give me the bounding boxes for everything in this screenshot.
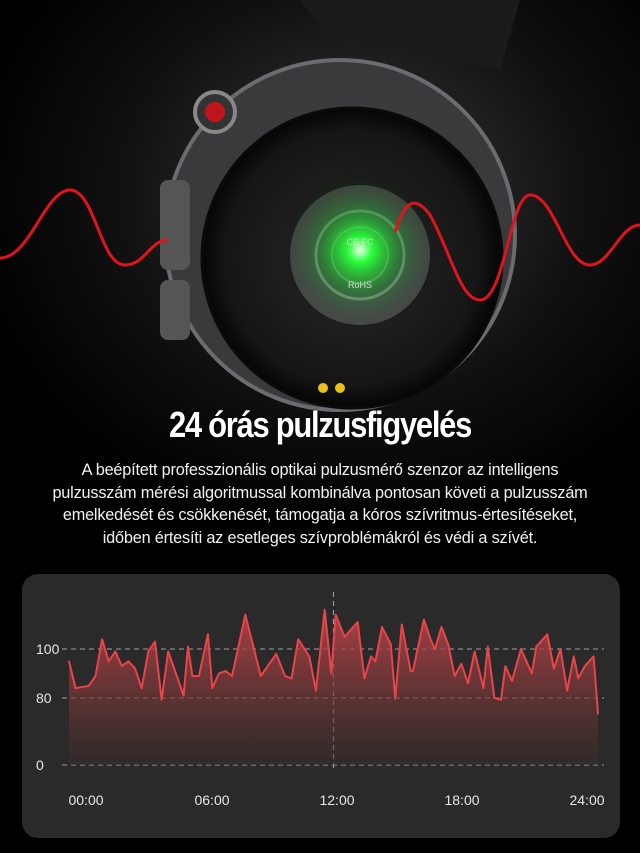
data-point [323,609,326,611]
y-tick-label: 80 [36,690,52,706]
data-point [259,675,262,677]
y-tick-label: 100 [36,641,60,657]
description: A beépített professzionális optikai pulz… [20,459,620,549]
data-point [473,650,476,653]
data-point [88,684,90,687]
data-point [218,672,220,675]
data-point [68,660,70,663]
data-point [231,675,233,677]
data-point [520,648,522,650]
data-point [592,655,595,658]
heart-rate-area [69,609,598,765]
data-point [127,660,130,663]
svg-text:RoHS: RoHS [348,280,372,290]
description-line: pulzusszám mérési algoritmussal kombinál… [52,483,588,502]
data-point [504,665,507,667]
data-point [500,698,502,701]
heartbeat-wave-right [393,193,640,302]
data-point [390,643,392,645]
x-tick-label: 00:00 [68,792,104,808]
data-point [394,698,397,700]
data-point [511,680,513,682]
data-point [191,675,194,677]
data-point [482,687,485,689]
data-point [583,665,586,667]
data-point [101,638,103,640]
data-point [94,675,97,677]
data-point [535,645,538,648]
x-tick-label: 12:00 [319,792,355,808]
data-point [531,672,533,675]
data-point [553,667,555,670]
data-point [546,633,549,636]
data-point [308,655,311,658]
headline: 24 órás pulzusfigyelés [169,404,472,445]
side-button [160,180,190,270]
data-point [121,665,123,667]
data-point [147,650,150,653]
data-point [182,694,185,697]
data-point [486,645,489,648]
data-point [114,650,117,653]
data-point [297,638,300,640]
data-point [434,648,436,650]
data-point [597,713,599,715]
sensor-marks: CE FC [346,237,374,247]
x-tick-label: 06:00 [194,792,230,808]
data-point [381,626,383,628]
data-point [315,689,317,692]
data-point [440,626,443,628]
heartbeat-wave-left [0,188,169,267]
data-point [409,670,412,672]
data-point [107,660,110,663]
data-point [140,687,143,689]
data-point [572,655,575,658]
data-point [412,670,414,672]
data-point [356,621,359,623]
description-line: A beépített professzionális optikai pulz… [81,461,559,479]
x-tick-label: 24:00 [569,792,605,808]
data-point [460,662,463,665]
data-point [493,697,496,699]
data-point [577,677,579,680]
y-tick-label: 0 [36,757,44,773]
watch-band [300,0,520,70]
x-tick-label: 18:00 [444,792,480,808]
data-point [198,675,200,677]
description-line: emelkedését és csökkenését, támogatja a … [62,506,578,524]
data-point [401,623,403,626]
data-point [290,677,293,680]
button-dot [318,383,328,393]
data-point [275,653,277,655]
data-point [559,648,562,650]
data-point [160,698,163,701]
green-sensor-light [280,170,440,330]
data-point [224,670,227,672]
data-point [211,687,214,689]
data-point [167,650,169,653]
data-point [370,655,372,658]
data-point [284,675,286,677]
data-point [134,667,136,670]
data-point [423,618,425,621]
data-point [453,675,456,677]
data-point [330,672,333,675]
data-point [244,613,247,616]
data-point [343,635,346,638]
data-point [334,613,337,616]
data-point [467,682,469,685]
data-point [447,643,449,645]
data-point [566,689,568,692]
data-point [74,687,77,689]
data-point [429,638,432,640]
data-point [374,660,377,663]
data-point [207,633,209,636]
data-point [187,645,189,648]
description-line: időben értesíti az esetleges szívproblém… [102,528,538,547]
data-point [154,640,156,643]
watch-illustration: CE FC RoHS [0,0,640,560]
data-point [363,677,366,680]
